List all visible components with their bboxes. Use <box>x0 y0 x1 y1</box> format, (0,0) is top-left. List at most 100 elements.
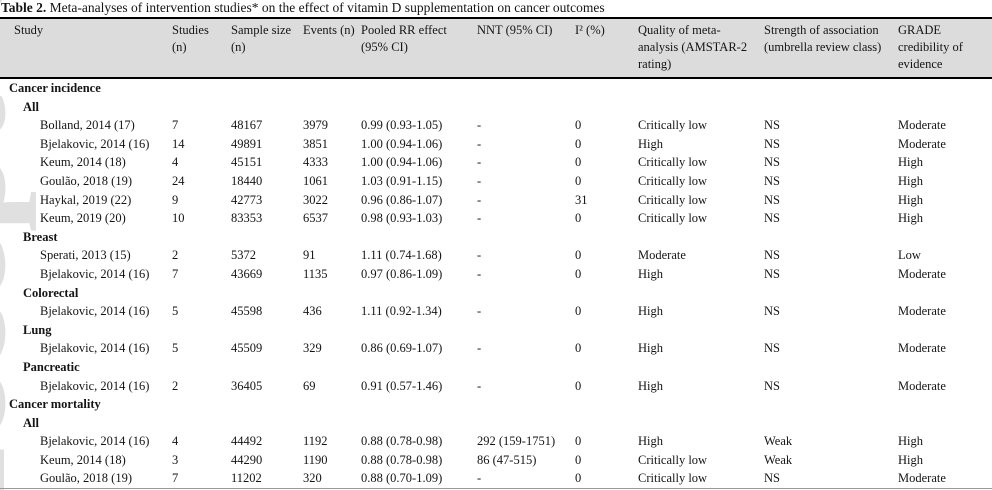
strength-cell: Weak <box>764 452 793 467</box>
studies-n-cell: 4 <box>172 434 179 449</box>
strength-cell: NS <box>764 378 780 393</box>
quality-cell: High <box>638 434 663 449</box>
pooled-rr-cell: 0.88 (0.78-0.98) <box>361 434 443 449</box>
column-header-i2: I² (%) <box>575 17 638 79</box>
sample-size-cell: 45509 <box>231 341 263 356</box>
table-row: Bjelakovic, 2014 (16) 2 36405 69 0.91 (0.57-… <box>0 377 992 396</box>
studies-n-cell: 2 <box>172 248 179 263</box>
i2-cell: 0 <box>575 452 582 467</box>
strength-cell: NS <box>764 341 780 356</box>
study-name-cell: Goulão, 2018 (19) <box>40 471 132 486</box>
studies-n-cell: 7 <box>172 266 179 281</box>
studies-n-cell: 14 <box>172 136 185 151</box>
study-name-cell: Keum, 2019 (20) <box>40 211 126 226</box>
column-header-strength: Strength of association (umbrella review… <box>764 17 898 79</box>
table-row: Haykal, 2019 (22) 9 42773 3022 0.96 (0.86-1.… <box>0 191 992 210</box>
study-name-cell: Sperati, 2013 (15) <box>40 248 131 263</box>
pooled-rr-cell: 1.00 (0.94-1.06) <box>361 136 443 151</box>
studies-n-cell: 2 <box>172 378 179 393</box>
nnt-cell: 86 (47-515) <box>477 452 537 467</box>
table-title: Table 2. Meta-analyses of intervention s… <box>0 0 992 17</box>
grade-cell: High <box>898 452 923 467</box>
section-row: Cancer incidence <box>0 78 992 98</box>
nnt-cell: - <box>477 341 482 356</box>
i2-cell: 0 <box>575 266 582 281</box>
pooled-rr-cell: 0.98 (0.93-1.03) <box>361 211 443 226</box>
grade-cell: High <box>898 155 923 170</box>
i2-cell: 0 <box>575 173 582 188</box>
quality-cell: Moderate <box>638 248 686 263</box>
sample-size-cell: 44290 <box>231 452 263 467</box>
sample-size-cell: 43669 <box>231 266 263 281</box>
quality-cell: High <box>638 304 663 319</box>
column-header-pooled-rr: Pooled RR effect (95% CI) <box>361 17 477 79</box>
sample-size-cell: 48167 <box>231 118 263 133</box>
nnt-cell: - <box>477 136 482 151</box>
grade-cell: High <box>898 173 923 188</box>
studies-n-cell: 7 <box>172 471 179 486</box>
subsection-row: All <box>0 98 992 117</box>
i2-cell: 0 <box>575 248 582 263</box>
pooled-rr-cell: 1.11 (0.92-1.34) <box>361 304 442 319</box>
strength-cell: NS <box>764 471 780 486</box>
sample-size-cell: 45598 <box>231 304 263 319</box>
studies-n-cell: 24 <box>172 173 185 188</box>
study-name-cell: Keum, 2014 (18) <box>40 452 126 467</box>
column-header-quality: Quality of meta-analysis (AMSTAR-2 ratin… <box>638 17 764 79</box>
group-label: Colorectal <box>23 285 79 300</box>
sample-size-cell: 49891 <box>231 136 263 151</box>
sample-size-cell: 42773 <box>231 192 263 207</box>
column-header-events: Events (n) <box>303 17 361 79</box>
group-label: All <box>23 99 39 114</box>
strength-cell: NS <box>764 192 780 207</box>
strength-cell: NS <box>764 266 780 281</box>
pooled-rr-cell: 1.00 (0.94-1.06) <box>361 155 443 170</box>
i2-cell: 0 <box>575 136 582 151</box>
study-name-cell: Keum, 2014 (18) <box>40 155 126 170</box>
strength-cell: NS <box>764 304 780 319</box>
subsection-row: Lung <box>0 321 992 340</box>
column-header-study: Study <box>0 17 172 79</box>
group-label: Lung <box>23 322 52 337</box>
nnt-cell: - <box>477 266 482 281</box>
nnt-cell: - <box>477 304 482 319</box>
column-header-nnt: NNT (95% CI) <box>477 17 575 79</box>
nnt-cell: - <box>477 118 482 133</box>
events-cell: 3022 <box>303 192 328 207</box>
events-cell: 320 <box>303 471 322 486</box>
studies-n-cell: 9 <box>172 192 179 207</box>
grade-cell: Moderate <box>898 136 946 151</box>
sample-size-cell: 83353 <box>231 211 263 226</box>
table-row: Keum, 2014 (18) 3 44290 1190 0.88 (0.78-0.98… <box>0 451 992 470</box>
pooled-rr-cell: 0.99 (0.93-1.05) <box>361 118 443 133</box>
study-name-cell: Bjelakovic, 2014 (16) <box>40 378 150 393</box>
pooled-rr-cell: 0.88 (0.70-1.09) <box>361 471 443 486</box>
events-cell: 1061 <box>303 173 328 188</box>
quality-cell: High <box>638 136 663 151</box>
strength-cell: NS <box>764 118 780 133</box>
subsection-row: All <box>0 414 992 433</box>
sample-size-cell: 11202 <box>231 471 262 486</box>
table-row: Goulão, 2018 (19) 24 18440 1061 1.03 (0.91-1… <box>0 172 992 191</box>
group-label: Cancer incidence <box>9 81 101 95</box>
strength-cell: NS <box>764 248 780 263</box>
table-header-row: Study Studies (n) Sample size (n) Events… <box>0 17 992 79</box>
quality-cell: Critically low <box>638 173 708 188</box>
table-row: Bjelakovic, 2014 (16) 14 49891 3851 1.00 (0.… <box>0 135 992 154</box>
events-cell: 6537 <box>303 211 328 226</box>
table-row: Keum, 2019 (20) 10 83353 6537 0.98 (0.93-1.0… <box>0 209 992 228</box>
table-row: Bjelakovic, 2014 (16) 5 45509 329 0.86 (0.69… <box>0 339 992 358</box>
events-cell: 1192 <box>303 434 328 449</box>
table-title-label: Table 2. <box>1 0 47 15</box>
events-cell: 69 <box>303 378 316 393</box>
table-row: Bolland, 2014 (17) 7 48167 3979 0.99 (0.93-1… <box>0 116 992 135</box>
sample-size-cell: 45151 <box>231 155 263 170</box>
grade-cell: Moderate <box>898 118 946 133</box>
sample-size-cell: 18440 <box>231 173 263 188</box>
studies-n-cell: 5 <box>172 304 179 319</box>
quality-cell: High <box>638 266 663 281</box>
strength-cell: NS <box>764 136 780 151</box>
studies-n-cell: 5 <box>172 341 179 356</box>
grade-cell: High <box>898 211 923 226</box>
subsection-row: Pancreatic <box>0 358 992 377</box>
